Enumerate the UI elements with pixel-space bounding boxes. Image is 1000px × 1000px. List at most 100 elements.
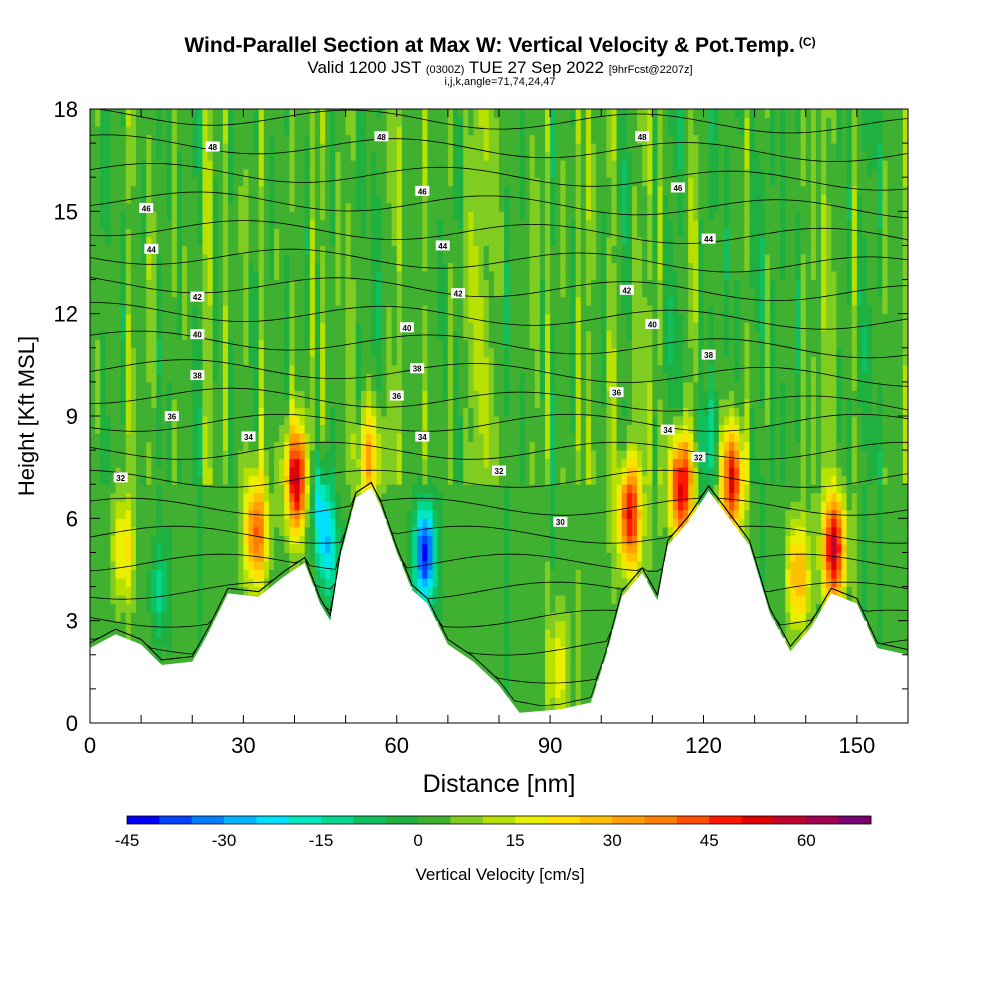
- theta-label: 34: [663, 426, 672, 435]
- colorbar-swatch: [224, 816, 257, 824]
- theta-label: 44: [704, 235, 713, 244]
- theta-isoline: [90, 134, 908, 163]
- vertical-velocity-field: [90, 109, 908, 715]
- colorbar-swatch: [612, 816, 645, 824]
- colorbar-swatch: [127, 816, 160, 824]
- theta-isoline: [90, 481, 908, 656]
- y-axis-label: Height [Kft MSL]: [14, 336, 39, 496]
- theta-label: 30: [556, 518, 565, 527]
- theta-label: 46: [673, 184, 682, 193]
- theta-label-box: [389, 390, 404, 401]
- theta-label-box: [451, 288, 466, 299]
- colorbar-swatch: [288, 816, 322, 824]
- y-tick-label: 9: [66, 404, 78, 429]
- theta-isoline: [90, 441, 908, 460]
- chart-subtitle: Valid 1200 JST (0300Z) TUE 27 Sep 2022 […: [0, 58, 1000, 78]
- colorbar-swatch: [709, 816, 743, 824]
- theta-label: 40: [403, 324, 412, 333]
- x-tick-label: 0: [84, 733, 96, 758]
- theta-label-box: [701, 349, 716, 360]
- theta-isoline: [90, 481, 908, 706]
- theta-isoline: [90, 359, 908, 387]
- theta-label: 34: [244, 433, 253, 442]
- y-tick-label: 12: [54, 302, 78, 327]
- theta-isoline: [90, 469, 908, 488]
- colorbar-swatch: [644, 816, 678, 824]
- colorbar-tick-label: -15: [309, 831, 334, 850]
- colorbar-tick-label: 45: [700, 831, 719, 850]
- x-tick-label: 90: [538, 733, 562, 758]
- section-indices: i,j,k,angle=71,74,24,47: [444, 76, 556, 88]
- theta-isoline: [90, 481, 908, 628]
- theta-isoline: [90, 302, 908, 330]
- theta-label: 40: [193, 331, 202, 340]
- colorbar-tick-label: 30: [603, 831, 622, 850]
- x-tick-label: 120: [685, 733, 722, 758]
- colorbar-swatch: [676, 816, 710, 824]
- y-tick-label: 3: [66, 609, 78, 634]
- theta-label: 36: [167, 413, 176, 422]
- valid-zulu: (0300Z): [425, 64, 465, 76]
- colorbar-swatch: [385, 816, 419, 824]
- theta-isoline: [90, 387, 908, 412]
- theta-isoline: [90, 248, 908, 273]
- theta-label-box: [609, 387, 624, 398]
- theta-label-box: [691, 451, 706, 462]
- forecast-tag: [9hrFcst@2207z]: [608, 64, 693, 76]
- theta-label-box: [701, 233, 716, 244]
- theta-isoline: [90, 277, 908, 301]
- y-tick-label: 0: [66, 711, 78, 736]
- copyright-mark: (C): [798, 35, 816, 49]
- colorbar-swatch: [191, 816, 225, 824]
- theta-label-box: [553, 516, 568, 527]
- theta-label: 32: [495, 467, 504, 476]
- colorbar-swatch: [773, 816, 807, 824]
- theta-isoline: [90, 413, 908, 432]
- y-tick-label: 6: [66, 506, 78, 531]
- theta-isoline: [95, 109, 908, 134]
- theta-label: 38: [193, 372, 202, 381]
- theta-label-box: [410, 363, 425, 374]
- x-tick-label: 60: [385, 733, 409, 758]
- theta-label-box: [190, 329, 205, 340]
- theta-label-box: [415, 431, 430, 442]
- theta-label: 44: [438, 242, 447, 251]
- theta-label: 40: [648, 320, 657, 329]
- colorbar-tick-label: -45: [115, 831, 140, 850]
- theta-label-box: [113, 472, 128, 483]
- theta-label: 34: [418, 433, 427, 442]
- colorbar-swatch: [547, 816, 581, 824]
- x-axis-label: Distance [nm]: [423, 770, 576, 798]
- theta-label: 48: [377, 133, 386, 142]
- colorbar-swatch: [256, 816, 290, 824]
- plot-frame: [89, 108, 909, 724]
- theta-label: 42: [193, 293, 202, 302]
- theta-isoline: [90, 330, 908, 359]
- theta-isoline: [90, 481, 908, 600]
- theta-label-box: [435, 240, 450, 251]
- chart-title: Wind-Parallel Section at Max W: Vertical…: [184, 34, 816, 57]
- theta-label-box: [144, 243, 159, 254]
- y-tick-label: 15: [54, 199, 78, 224]
- colorbar-swatch: [741, 816, 775, 824]
- theta-label-box: [241, 431, 256, 442]
- terrain-mask: [90, 487, 908, 723]
- colorbar-swatch: [515, 816, 548, 824]
- colorbar-swatch: [838, 816, 872, 824]
- theta-label: 46: [418, 187, 427, 196]
- theta-label-box: [660, 424, 675, 435]
- y-tick-label: 18: [54, 97, 78, 122]
- theta-label: 42: [622, 286, 631, 295]
- theta-label-box: [164, 411, 179, 421]
- colorbar-tick-label: 15: [506, 831, 525, 850]
- theta-isoline: [90, 481, 908, 544]
- theta-label-box: [670, 182, 685, 193]
- colorbar-swatch: [418, 816, 451, 824]
- colorbar-swatch: [806, 816, 840, 824]
- theta-label: 42: [454, 290, 463, 299]
- colorbar-label: Vertical Velocity [cm/s]: [415, 865, 584, 884]
- theta-label-box: [619, 284, 634, 295]
- theta-label: 38: [704, 351, 713, 360]
- colorbar-swatch: [482, 816, 516, 824]
- theta-label: 32: [116, 474, 125, 483]
